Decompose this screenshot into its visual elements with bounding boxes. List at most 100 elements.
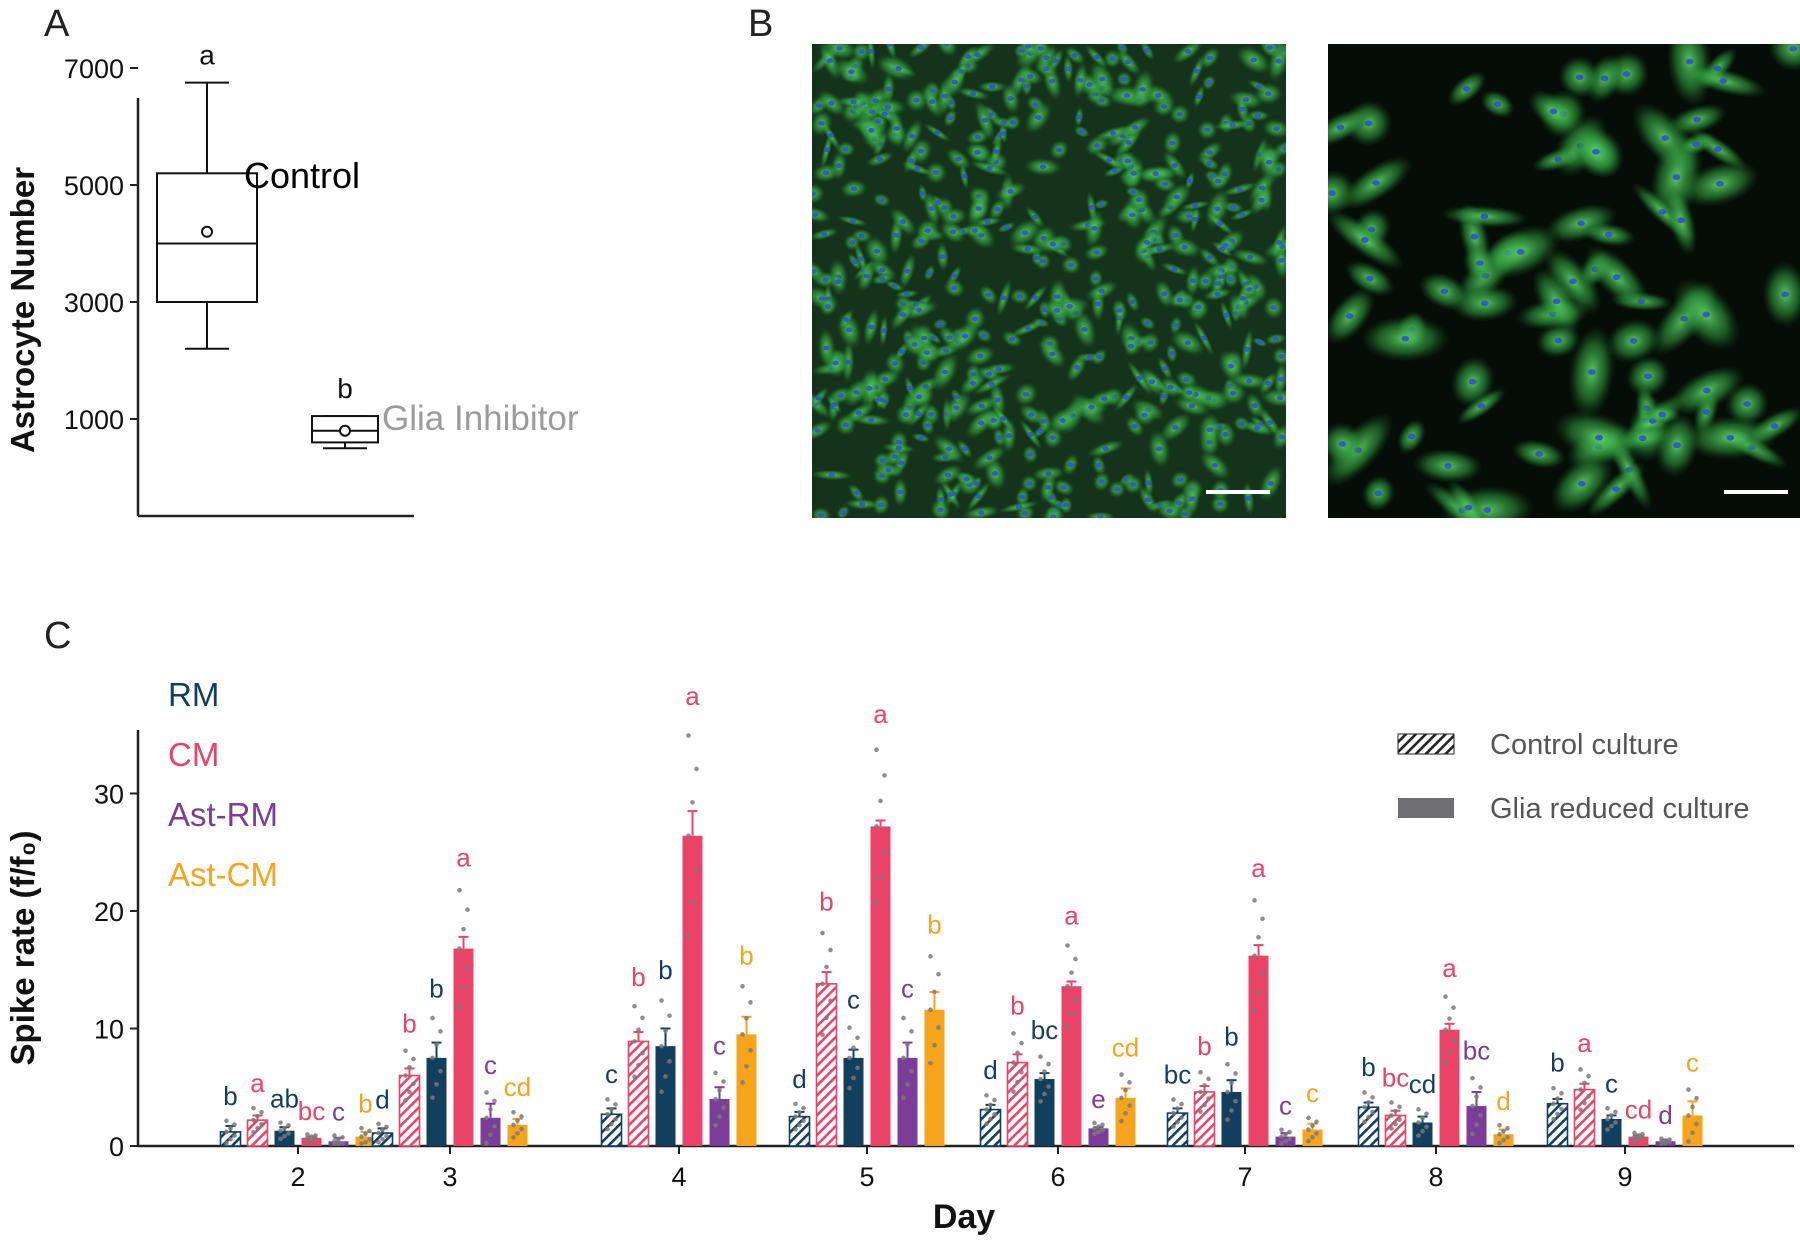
nucleus <box>851 259 858 265</box>
data-point <box>1175 1106 1180 1111</box>
nucleus <box>1236 186 1244 192</box>
data-point <box>1229 1080 1234 1086</box>
nucleus <box>1144 497 1152 503</box>
nucleus <box>1245 496 1252 501</box>
nucleus <box>868 127 875 133</box>
bar <box>1115 1097 1136 1146</box>
nucleus <box>842 146 849 152</box>
nucleus <box>891 283 898 289</box>
data-point <box>686 833 691 839</box>
nucleus <box>1193 68 1200 74</box>
nucleus <box>913 97 920 103</box>
nucleus <box>863 273 870 279</box>
nucleus <box>1247 254 1254 260</box>
bar <box>398 1074 421 1147</box>
nucleus <box>824 304 832 309</box>
data-point <box>1686 1139 1691 1144</box>
nucleus <box>1253 425 1261 431</box>
data-point <box>286 1131 291 1136</box>
data-point <box>605 1097 610 1102</box>
nucleus <box>963 476 970 482</box>
bar <box>1546 1102 1569 1147</box>
nucleus <box>1184 49 1192 54</box>
legend-media-ast-cm: Ast-CM <box>168 856 278 893</box>
nucleus <box>927 411 935 417</box>
nucleus <box>828 472 836 478</box>
data-point <box>1640 1131 1645 1137</box>
data-point <box>694 866 699 872</box>
data-point <box>1256 990 1261 995</box>
nucleus <box>898 460 905 466</box>
nucleus <box>991 471 999 476</box>
data-point <box>1252 953 1257 958</box>
nucleus <box>1093 249 1100 255</box>
data-point <box>1447 1049 1452 1054</box>
nucleus <box>1016 293 1023 299</box>
data-point <box>1663 1138 1668 1143</box>
nucleus <box>1189 278 1197 284</box>
bar <box>1601 1118 1622 1146</box>
data-point <box>824 964 829 970</box>
data-point <box>1451 1038 1456 1043</box>
nucleus <box>1374 490 1383 497</box>
data-point <box>465 965 470 971</box>
nucleus <box>1338 441 1347 447</box>
data-point <box>640 1015 645 1021</box>
significance-letter: b <box>1197 1031 1211 1061</box>
data-point <box>1038 1076 1043 1082</box>
data-point <box>332 1139 337 1144</box>
panel-a-y-axis-label: Astrocyte Number <box>4 167 41 453</box>
data-point <box>1497 1140 1502 1146</box>
data-point <box>224 1140 229 1146</box>
nucleus <box>988 381 995 387</box>
panel-a-y-tick-label: 5000 <box>64 171 124 201</box>
nucleus <box>1156 246 1163 252</box>
data-point <box>659 1043 664 1049</box>
data-point <box>1096 1129 1101 1135</box>
data-point <box>988 1116 993 1122</box>
nucleus <box>1214 206 1221 212</box>
legend-solid-swatch <box>1398 798 1454 818</box>
nucleus <box>1033 255 1040 261</box>
nucleus <box>953 405 960 411</box>
nucleus <box>1081 326 1088 332</box>
nucleus <box>891 361 899 366</box>
nucleus <box>978 403 985 409</box>
panel-a-y-tick-label: 7000 <box>64 54 124 84</box>
significance-letter: cd <box>504 1072 531 1102</box>
nucleus <box>820 231 828 237</box>
nucleus <box>1204 127 1211 133</box>
nucleus <box>1172 424 1179 430</box>
mean-marker <box>201 225 213 238</box>
nucleus <box>1176 111 1183 117</box>
nucleus <box>1049 435 1056 441</box>
data-point <box>1690 1130 1695 1136</box>
data-point <box>905 1042 910 1047</box>
data-point <box>605 1111 610 1117</box>
nucleus <box>812 191 817 197</box>
nucleus <box>947 491 954 497</box>
nucleus <box>1258 197 1265 203</box>
nucleus <box>1214 291 1221 297</box>
data-point <box>336 1141 341 1146</box>
nucleus <box>1265 159 1273 165</box>
bar <box>1034 1079 1055 1146</box>
nucleus <box>1093 143 1101 148</box>
nucleus <box>1102 446 1109 452</box>
nucleus <box>1007 189 1014 194</box>
data-point <box>828 998 833 1004</box>
nucleus <box>1714 146 1722 152</box>
nucleus <box>1171 266 1178 272</box>
data-point <box>936 971 941 977</box>
nucleus <box>898 349 906 354</box>
mean-marker <box>339 424 351 437</box>
panel-c-x-tick-label: 6 <box>1050 1162 1065 1192</box>
nucleus <box>822 170 830 176</box>
nucleus <box>1622 71 1631 77</box>
data-point <box>484 1115 489 1121</box>
nucleus <box>1227 276 1234 282</box>
nucleus <box>879 276 886 282</box>
nucleus <box>1440 288 1449 295</box>
nucleus <box>1188 496 1196 502</box>
data-point <box>1038 1054 1043 1059</box>
